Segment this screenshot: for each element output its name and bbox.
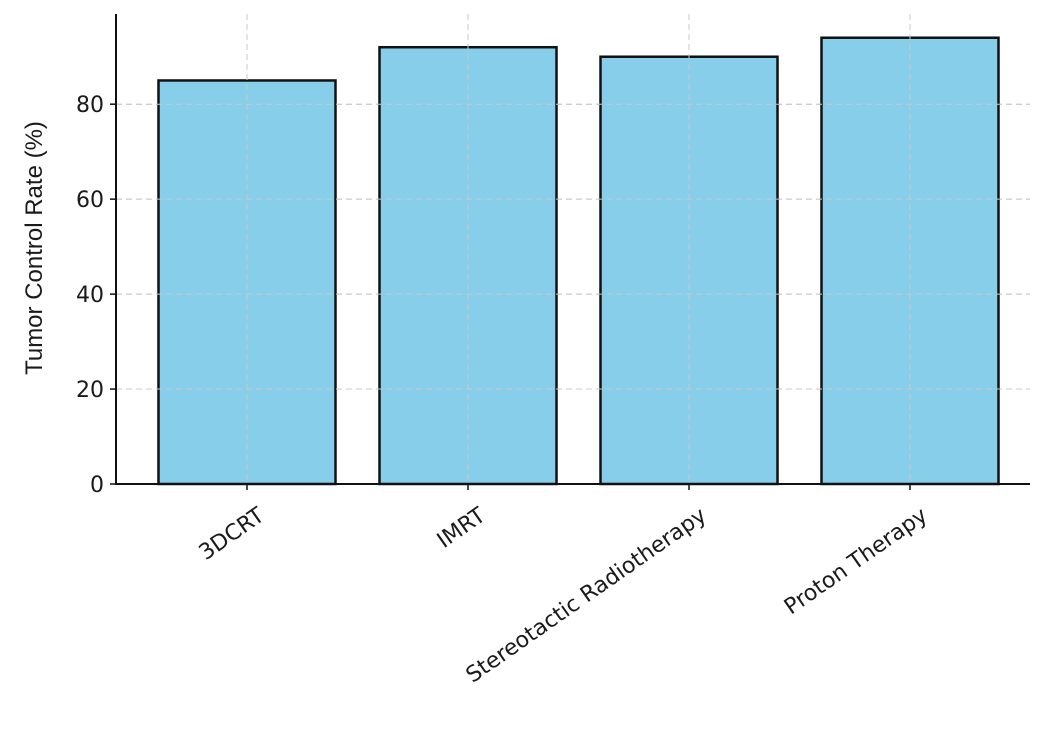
bar-3dcrt (157, 79, 337, 486)
y-tick-label: 0 (90, 473, 104, 498)
x-tick-label: Proton Therapy (780, 503, 932, 620)
y-tick-label: 40 (76, 283, 104, 308)
x-tick-label: 3DCRT (195, 503, 270, 566)
x-tick-label: IMRT (433, 503, 491, 554)
y-tick-label: 80 (76, 93, 104, 118)
y-axis-title: Tumor Control Rate (%) (21, 121, 48, 375)
y-tick-label: 60 (76, 188, 104, 213)
y-tick-label: 20 (76, 378, 104, 403)
grid-overlay (116, 14, 1030, 484)
axis-layer (110, 14, 1030, 490)
x-tick-label: Stereotactic Radiotherapy (462, 503, 712, 688)
